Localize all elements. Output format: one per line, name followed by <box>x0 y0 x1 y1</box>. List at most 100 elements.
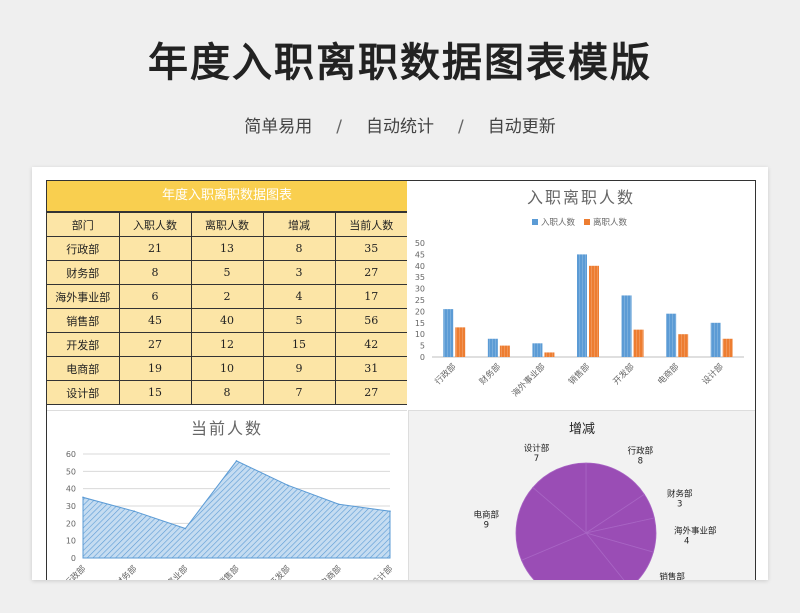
table-row: 海外事业部 6 2 4 17 <box>47 284 407 309</box>
legend-swatch <box>532 219 538 225</box>
y-tick-label: 40 <box>415 262 425 271</box>
table-grid: 部门 入职人数 离职人数 增减 当前人数 行政部 21 13 8 35 财务部 8 5 3 27… <box>47 212 407 405</box>
bar-入职人数 <box>443 309 454 357</box>
pie-slice <box>521 532 625 580</box>
y-tick-label: 10 <box>66 537 76 546</box>
table-cell: 40 <box>190 308 264 333</box>
header-cell: 部门 <box>47 212 120 237</box>
spreadsheet-area: 年度入职离职数据图表 部门 入职人数 离职人数 增减 当前人数 行政部 21 13 8… <box>46 180 756 580</box>
y-tick-label: 25 <box>415 296 425 305</box>
table-cell: 行政部 <box>47 236 120 261</box>
x-tick-label: 设计部 <box>369 563 395 580</box>
x-tick-label: 开发部 <box>267 563 293 580</box>
table-cell: 电商部 <box>47 356 120 381</box>
slice-label: 海外事业部 <box>674 526 717 537</box>
x-tick-label: 电商部 <box>318 563 344 580</box>
table-row: 设计部 15 8 7 27 <box>47 380 407 405</box>
table-cell: 13 <box>190 236 264 261</box>
slice-value: 3 <box>677 500 682 510</box>
table-cell: 6 <box>118 284 192 309</box>
bar-入职人数 <box>577 254 587 357</box>
pie-slice <box>515 486 587 561</box>
table-cell: 27 <box>334 380 407 405</box>
table-cell: 15 <box>262 332 336 357</box>
bar-离职人数 <box>589 265 599 357</box>
x-tick-label: 销售部 <box>566 361 592 387</box>
slice-label: 销售部 <box>659 572 685 580</box>
y-tick-label: 45 <box>415 250 425 259</box>
table-cell: 销售部 <box>47 308 120 333</box>
y-tick-label: 30 <box>66 502 76 511</box>
pie-chart-panel: 增减行政部8财务部3海外事业部4销售部5开发部15电商部9设计部7 <box>408 410 755 580</box>
table-cell: 4 <box>262 284 336 309</box>
slice-value: 9 <box>484 521 489 531</box>
table-cell: 27 <box>334 260 407 285</box>
header-cell: 离职人数 <box>190 212 264 237</box>
x-tick-label: 海外事业部 <box>510 361 548 399</box>
table-cell: 31 <box>334 356 407 381</box>
table-cell: 56 <box>334 308 407 333</box>
bar-chart-panel: 入职离职人数 入职人数 离职人数 0 5 10 15 20 25 30 35 40 45 50 行政部 财务部… <box>408 181 755 409</box>
slice-label: 设计部 <box>524 443 550 454</box>
bar-离职人数 <box>722 338 733 357</box>
y-tick-label: 20 <box>66 519 76 528</box>
pie-chart: 增减行政部8财务部3海外事业部4销售部5开发部15电商部9设计部7 <box>474 422 717 580</box>
table-cell: 10 <box>190 356 264 381</box>
bar-离职人数 <box>633 329 644 357</box>
area-series <box>82 460 391 559</box>
area-point <box>338 503 340 506</box>
table-cell: 27 <box>118 332 192 357</box>
chart-title: 增减 <box>569 422 595 437</box>
table-cell: 8 <box>118 260 192 285</box>
table-row: 销售部 45 40 5 56 <box>47 308 407 333</box>
area-point <box>389 510 391 512</box>
table-row: 行政部 21 13 8 35 <box>47 236 407 261</box>
pie-slice <box>585 462 645 534</box>
slice-label: 行政部 <box>628 445 654 456</box>
area-point <box>82 496 84 499</box>
table-cell: 9 <box>262 356 336 381</box>
table-row: 开发部 27 12 15 42 <box>47 332 407 357</box>
x-tick-label: 设计部 <box>700 361 726 387</box>
bar-入职人数 <box>710 322 721 357</box>
area-point <box>184 527 187 530</box>
table-cell: 19 <box>118 356 192 381</box>
y-tick-label: 5 <box>420 342 425 351</box>
table-cell: 17 <box>334 284 407 309</box>
x-tick-label: 行政部 <box>62 563 88 580</box>
x-tick-label: 海外事业部 <box>153 563 191 580</box>
area-point <box>235 460 238 462</box>
y-tick-label: 50 <box>66 467 76 476</box>
table-cell: 开发部 <box>47 332 120 357</box>
table-cell: 5 <box>190 260 264 285</box>
table-cell: 7 <box>262 380 336 405</box>
y-tick-label: 50 <box>415 239 425 248</box>
legend-label: 入职人数 <box>541 217 576 228</box>
chart-title: 入职离职人数 <box>527 188 635 207</box>
feature-tags: 简单易用 / 自动统计 / 自动更新 <box>0 112 800 137</box>
y-tick-label: 0 <box>71 554 76 563</box>
template-preview-card: 年度入职离职数据图表 部门 入职人数 离职人数 增减 当前人数 行政部 21 13 8… <box>32 167 768 580</box>
table-cell: 45 <box>118 308 192 333</box>
legend-swatch <box>584 219 590 225</box>
y-tick-label: 10 <box>415 330 425 339</box>
y-tick-label: 15 <box>415 319 425 328</box>
x-tick-label: 财务部 <box>113 563 139 580</box>
slice-label: 财务部 <box>667 489 693 500</box>
bar-离职人数 <box>678 334 689 357</box>
table-cell: 5 <box>262 308 336 333</box>
x-tick-label: 开发部 <box>611 361 637 387</box>
slice-value: 7 <box>534 454 539 464</box>
slice-label: 电商部 <box>474 510 500 521</box>
table-row: 财务部 8 5 3 27 <box>47 260 407 285</box>
table-cell: 21 <box>118 236 192 261</box>
table-cell: 设计部 <box>47 380 120 405</box>
legend-label: 离职人数 <box>593 217 628 228</box>
header-cell: 增减 <box>262 212 336 237</box>
bar-入职人数 <box>532 343 543 357</box>
chart-title: 当前人数 <box>191 419 263 438</box>
bar-离职人数 <box>544 352 555 357</box>
